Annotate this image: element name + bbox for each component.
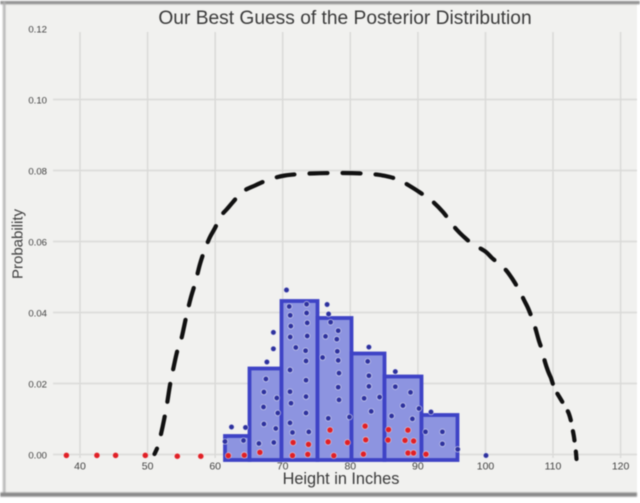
svg-text:90: 90 xyxy=(412,461,424,473)
svg-text:Height in Inches: Height in Inches xyxy=(283,470,400,488)
svg-text:0.10: 0.10 xyxy=(28,96,47,107)
svg-text:Probability: Probability xyxy=(10,208,27,279)
svg-text:0.12: 0.12 xyxy=(28,25,47,36)
svg-text:Our Best Guess of the Posterio: Our Best Guess of the Posterior Distribu… xyxy=(158,8,531,29)
svg-text:80: 80 xyxy=(344,461,356,473)
svg-text:0.06: 0.06 xyxy=(28,238,47,249)
svg-text:0.00: 0.00 xyxy=(28,451,47,462)
svg-text:0.08: 0.08 xyxy=(28,167,47,178)
svg-text:0.02: 0.02 xyxy=(28,380,47,391)
svg-text:100: 100 xyxy=(477,461,495,473)
svg-text:70: 70 xyxy=(277,461,289,473)
svg-text:40: 40 xyxy=(74,461,86,473)
svg-text:120: 120 xyxy=(612,461,630,473)
svg-text:110: 110 xyxy=(545,461,562,473)
svg-text:0.04: 0.04 xyxy=(28,309,47,320)
svg-text:50: 50 xyxy=(142,461,154,473)
svg-text:60: 60 xyxy=(209,461,221,473)
